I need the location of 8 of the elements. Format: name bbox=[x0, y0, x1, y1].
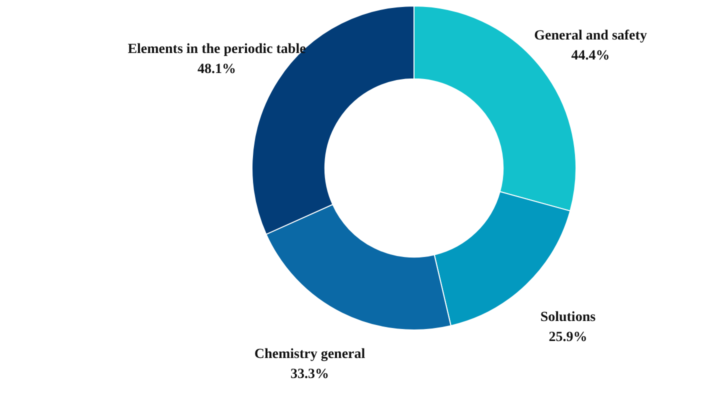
slice-label: Chemistry general bbox=[254, 346, 366, 362]
data-label: 33.3% bbox=[290, 366, 329, 382]
data-label: 25.9% bbox=[548, 330, 588, 345]
slice-label: Solutions bbox=[540, 310, 596, 325]
slice-label: General and safety bbox=[534, 28, 647, 44]
slice-label: Elements in the periodic table bbox=[128, 42, 306, 57]
data-label: 48.1% bbox=[198, 62, 236, 77]
data-label: 44.4% bbox=[571, 48, 610, 64]
